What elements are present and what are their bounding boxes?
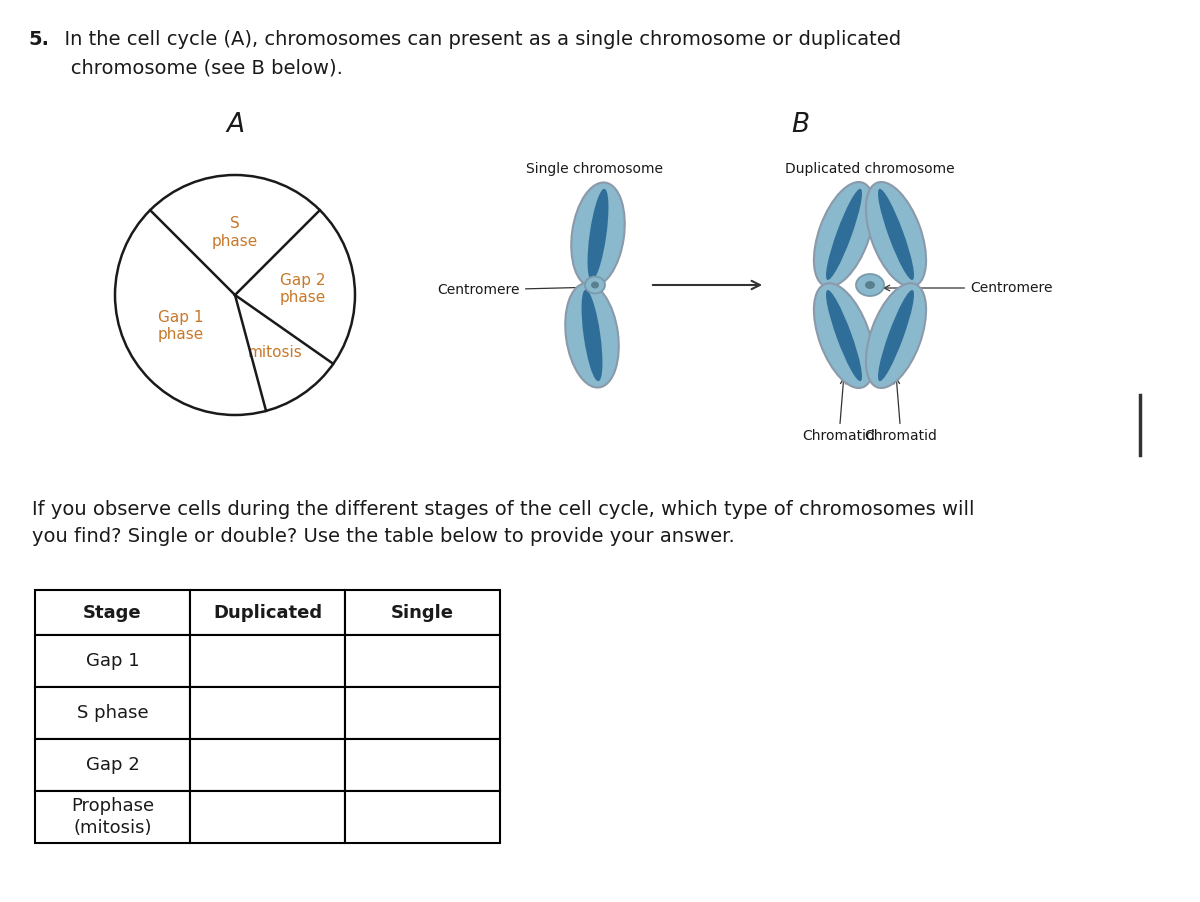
Text: mitosis: mitosis: [247, 345, 302, 360]
Bar: [35, 687, 190, 739]
Ellipse shape: [565, 283, 619, 388]
Ellipse shape: [571, 182, 625, 287]
Text: B: B: [791, 112, 809, 138]
Bar: [190, 739, 346, 791]
Bar: [35, 791, 190, 843]
Ellipse shape: [865, 281, 875, 289]
Bar: [190, 635, 346, 687]
Ellipse shape: [586, 277, 605, 293]
Text: 5.: 5.: [28, 30, 49, 49]
Bar: [35, 635, 190, 687]
Ellipse shape: [592, 281, 599, 289]
Text: Gap 2: Gap 2: [85, 756, 139, 774]
Text: Chromatid: Chromatid: [864, 378, 937, 443]
Bar: [190, 687, 346, 739]
Ellipse shape: [588, 189, 608, 281]
Bar: [346, 791, 500, 843]
Bar: [346, 739, 500, 791]
Text: Gap 2
phase: Gap 2 phase: [280, 272, 326, 305]
Text: In the cell cycle (A), chromosomes can present as a single chromosome or duplica: In the cell cycle (A), chromosomes can p…: [52, 30, 901, 77]
Bar: [190, 791, 346, 843]
Bar: [346, 590, 500, 635]
Bar: [346, 635, 500, 687]
Bar: [190, 590, 346, 635]
Bar: [35, 739, 190, 791]
Ellipse shape: [826, 189, 862, 280]
Ellipse shape: [826, 290, 862, 382]
Ellipse shape: [582, 290, 602, 382]
Text: Centromere: Centromere: [884, 281, 1052, 295]
Text: Prophase
(mitosis): Prophase (mitosis): [71, 796, 154, 837]
Text: S phase: S phase: [77, 704, 149, 722]
Ellipse shape: [866, 182, 926, 287]
Ellipse shape: [856, 274, 884, 296]
Ellipse shape: [814, 283, 874, 388]
Text: Stage: Stage: [83, 603, 142, 621]
Ellipse shape: [878, 189, 914, 280]
Bar: [346, 687, 500, 739]
Text: Centromere: Centromere: [438, 283, 596, 297]
Text: Single chromosome: Single chromosome: [527, 162, 664, 176]
Text: Chromatid: Chromatid: [803, 378, 876, 443]
Text: A: A: [226, 112, 244, 138]
Ellipse shape: [866, 283, 926, 388]
Text: Duplicated: Duplicated: [212, 603, 322, 621]
Text: Gap 1
phase: Gap 1 phase: [158, 310, 204, 343]
Bar: [35, 590, 190, 635]
Text: If you observe cells during the different stages of the cell cycle, which type o: If you observe cells during the differen…: [32, 500, 974, 547]
Ellipse shape: [878, 290, 914, 382]
Text: Gap 1: Gap 1: [85, 652, 139, 670]
Ellipse shape: [814, 182, 874, 287]
Text: S
phase: S phase: [212, 216, 258, 249]
Text: Duplicated chromosome: Duplicated chromosome: [785, 162, 955, 176]
Text: Single: Single: [391, 603, 454, 621]
